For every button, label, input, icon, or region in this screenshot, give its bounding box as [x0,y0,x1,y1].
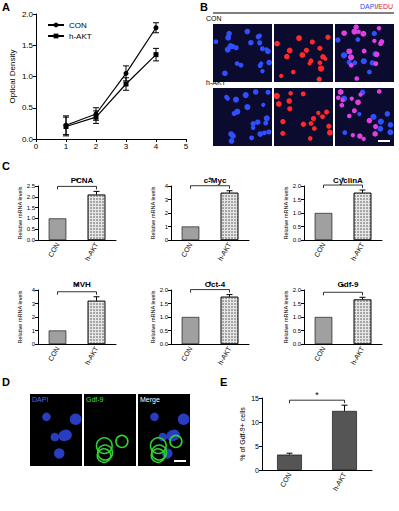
svg-text:2.0: 2.0 [22,10,34,19]
svg-text:2.5: 2.5 [27,183,36,189]
svg-text:0.0: 0.0 [27,237,36,243]
svg-text:Relative mRNA levels: Relative mRNA levels [17,186,23,239]
svg-text:CON: CON [180,345,194,362]
svg-text:B: B [200,1,208,13]
svg-text:4: 4 [165,183,169,189]
svg-text:Relative mRNA levels: Relative mRNA levels [283,290,289,343]
svg-text:0.5: 0.5 [293,224,302,230]
svg-text:*: * [315,390,319,400]
svg-text:2.0: 2.0 [293,287,302,293]
svg-text:0: 0 [165,237,169,243]
svg-text:1.5: 1.5 [27,205,36,211]
svg-text:2: 2 [94,142,99,151]
svg-text:CyclinA: CyclinA [333,176,363,185]
svg-text:1.0: 1.0 [27,215,36,221]
svg-text:DAPI: DAPI [32,396,48,403]
svg-text:0.0: 0.0 [160,341,169,347]
svg-text:*: * [75,176,79,186]
svg-text:4: 4 [32,287,36,293]
svg-text:3: 3 [124,142,129,151]
svg-text:*: * [75,281,79,291]
svg-text:1.5: 1.5 [22,41,34,50]
svg-text:1.0: 1.0 [293,314,302,320]
svg-text:Relative mRNA levels: Relative mRNA levels [150,290,156,343]
svg-text:h-AKT: h-AKT [84,345,100,366]
svg-text:*: * [208,175,212,185]
svg-text:3: 3 [32,301,36,307]
svg-text:h-AKT: h-AKT [84,241,100,262]
svg-text:h-AKT: h-AKT [350,345,366,366]
svg-text:0: 0 [34,142,39,151]
svg-text:MVH: MVH [73,279,91,289]
svg-text:h-AKT: h-AKT [350,241,366,262]
svg-text:*: * [341,175,345,185]
svg-text:2.0: 2.0 [160,287,169,293]
svg-text:2.0: 2.0 [293,183,302,189]
svg-text:Merge: Merge [140,396,160,404]
svg-text:1.5: 1.5 [293,197,302,203]
svg-text:c-Myc: c-Myc [204,176,227,185]
svg-text:0.5: 0.5 [160,328,169,334]
svg-text:0.0: 0.0 [293,237,302,243]
svg-text:CON: CON [206,15,222,22]
svg-text:1: 1 [165,224,169,230]
svg-text:CON: CON [47,241,61,258]
svg-text:1.5: 1.5 [293,301,302,307]
svg-text:Relative mRNA levels: Relative mRNA levels [283,186,289,239]
svg-text:C: C [2,160,10,172]
svg-text:h-AKT: h-AKT [217,241,233,262]
svg-text:*: * [341,282,345,292]
svg-text:CON: CON [313,241,327,258]
svg-text:CON: CON [313,345,327,362]
svg-text:Gdf-9: Gdf-9 [337,279,359,289]
svg-text:4: 4 [154,142,159,151]
svg-text:1.5: 1.5 [160,301,169,307]
svg-text:0.0: 0.0 [22,135,34,144]
svg-text:h-AKT: h-AKT [332,471,348,492]
svg-text:1: 1 [32,328,36,334]
svg-text:0: 0 [32,341,36,347]
svg-text:2: 2 [32,314,36,320]
svg-text:CON: CON [279,471,293,488]
svg-text:3: 3 [165,197,169,203]
svg-text:0: 0 [255,467,259,474]
svg-text:1: 1 [64,142,69,151]
svg-text:PCNA: PCNA [71,176,94,185]
svg-text:2: 2 [165,210,169,216]
svg-text:2.0: 2.0 [27,194,36,200]
svg-text:Gdf-9: Gdf-9 [86,396,104,403]
svg-text:CON: CON [180,241,194,258]
svg-text:1.0: 1.0 [160,314,169,320]
svg-text:Optical Density: Optical Density [8,50,17,104]
svg-text:D: D [2,376,10,388]
svg-text:DAPI: DAPI [360,3,376,10]
svg-text:E: E [220,376,227,388]
svg-text:h-AKT: h-AKT [217,345,233,366]
svg-text:5: 5 [255,443,259,450]
svg-text:Relative mRNA levels: Relative mRNA levels [17,290,23,343]
svg-text:15: 15 [251,395,259,402]
svg-text:0.5: 0.5 [22,103,34,112]
svg-text:10: 10 [251,419,259,426]
svg-text:h-AKT: h-AKT [69,32,92,41]
svg-text:5: 5 [184,142,189,151]
svg-text:*: * [208,279,212,289]
svg-text:0.5: 0.5 [293,328,302,334]
svg-text:0.5: 0.5 [27,226,36,232]
svg-text:Oct-4: Oct-4 [205,280,226,289]
svg-text:Relative mRNA levels: Relative mRNA levels [150,186,156,239]
svg-text:A: A [2,1,10,13]
svg-text:1.0: 1.0 [293,210,302,216]
svg-text:1.0: 1.0 [22,72,34,81]
svg-text:h-AKT: h-AKT [206,79,227,86]
svg-text:EDU: EDU [378,3,393,10]
svg-text:% of Gdf-9+ cells: % of Gdf-9+ cells [239,407,246,461]
svg-text:0.0: 0.0 [293,341,302,347]
svg-text:CON: CON [69,21,87,30]
svg-text:CON: CON [47,345,61,362]
